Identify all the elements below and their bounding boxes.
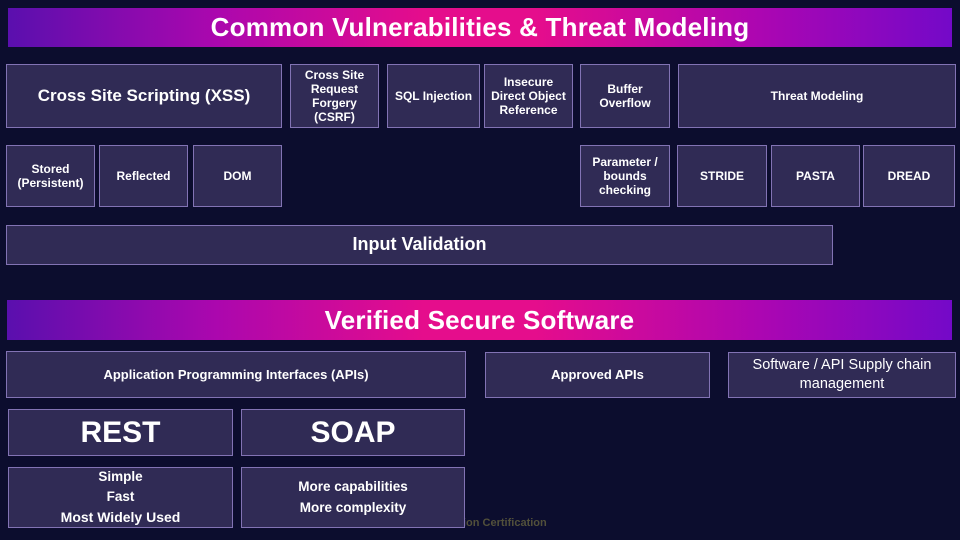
box-stride: STRIDE (677, 145, 767, 207)
box-supply-chain-management: Software / API Supply chain management (728, 352, 956, 398)
rest-detail-line: Most Widely Used (60, 509, 181, 526)
box-rest-details: Simple Fast Most Widely Used (8, 467, 233, 528)
soap-detail-line: More capabilities (298, 479, 408, 495)
box-insecure-direct-object-reference: Insecure Direct Object Reference (484, 64, 573, 128)
rest-detail-line: Simple (98, 468, 143, 484)
box-dread: DREAD (863, 145, 955, 207)
box-soap: SOAP (241, 409, 465, 456)
box-rest: REST (8, 409, 233, 456)
box-input-validation: Input Validation (6, 225, 833, 265)
box-threat-modeling: Threat Modeling (678, 64, 956, 128)
box-parameter-bounds-checking: Parameter / bounds checking (580, 145, 670, 207)
box-apis: Application Programming Interfaces (APIs… (6, 351, 466, 398)
box-csrf: Cross Site Request Forgery (CSRF) (290, 64, 379, 128)
box-stored-persistent: Stored (Persistent) (6, 145, 95, 207)
box-soap-details: More capabilities More complexity (241, 467, 465, 528)
box-buffer-overflow: Buffer Overflow (580, 64, 670, 128)
watermark-text: ion Certification (463, 517, 547, 529)
rest-detail-line: Fast (106, 489, 135, 504)
banner-verified-secure-software: Verified Secure Software (7, 300, 952, 340)
box-dom: DOM (193, 145, 282, 207)
box-xss: Cross Site Scripting (XSS) (6, 64, 282, 128)
box-sql-injection: SQL Injection (387, 64, 480, 128)
banner-common-vulnerabilities: Common Vulnerabilities & Threat Modeling (8, 8, 952, 47)
box-reflected: Reflected (99, 145, 188, 207)
box-approved-apis: Approved APIs (485, 352, 710, 398)
box-pasta: PASTA (771, 145, 860, 207)
soap-detail-line: More complexity (299, 499, 407, 515)
